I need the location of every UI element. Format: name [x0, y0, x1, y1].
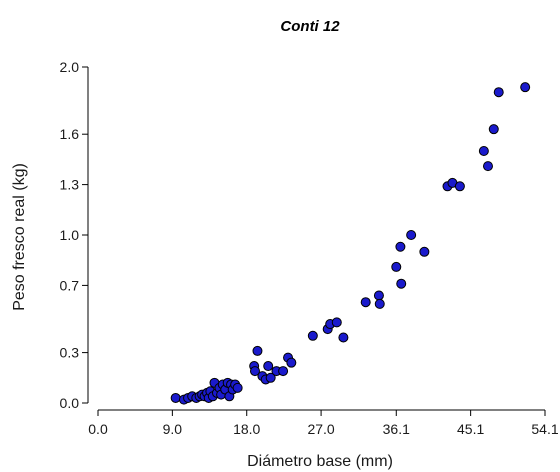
plot-area: 0.0 0.3 0.7 1.0 1.3 1.6 2.0 0.0 9.0 18.0 27.0 36.1 4… — [60, 59, 559, 437]
x-tick-label: 45.1 — [457, 421, 484, 437]
data-point — [232, 382, 243, 393]
x-tick-label: 9.0 — [163, 421, 183, 437]
x-tick-label: 54.1 — [531, 421, 558, 437]
y-tick-label: 1.0 — [60, 227, 80, 243]
y-tick-label: 0.7 — [60, 277, 80, 293]
y-tick-label: 1.6 — [60, 126, 80, 142]
data-point — [373, 290, 384, 301]
data-point — [419, 246, 430, 257]
y-tick-label: 0.0 — [60, 395, 80, 411]
data-point — [488, 124, 499, 135]
data-point — [391, 261, 402, 272]
x-tick-label: 0.0 — [88, 421, 108, 437]
chart-title: Conti 12 — [280, 18, 340, 35]
data-point — [170, 392, 181, 403]
data-point — [374, 298, 385, 309]
y-axis-label: Peso fresco real (kg) — [11, 163, 28, 311]
data-point — [307, 330, 318, 341]
data-point — [331, 317, 342, 328]
data-point — [265, 372, 276, 383]
data-point — [278, 366, 289, 377]
data-point — [478, 146, 489, 156]
data-point — [249, 366, 260, 377]
y-tick-label: 2.0 — [60, 59, 80, 75]
data-point — [493, 87, 504, 98]
x-tick-label: 27.0 — [307, 421, 334, 437]
data-point — [252, 345, 263, 356]
data-point — [520, 82, 531, 93]
data-point — [338, 332, 349, 343]
y-tick-label: 0.3 — [60, 345, 80, 361]
y-tick-label: 1.3 — [60, 177, 80, 193]
x-axis-label: Diámetro base (mm) — [247, 453, 393, 470]
x-tick-label: 18.0 — [233, 421, 260, 437]
data-point — [263, 361, 274, 372]
data-point — [395, 241, 406, 252]
data-point — [482, 161, 493, 172]
x-tick-label: 36.1 — [383, 421, 410, 437]
data-point — [406, 230, 417, 240]
data-point — [286, 357, 297, 368]
data-point — [454, 181, 465, 192]
data-point — [360, 297, 371, 308]
data-point — [396, 278, 407, 289]
